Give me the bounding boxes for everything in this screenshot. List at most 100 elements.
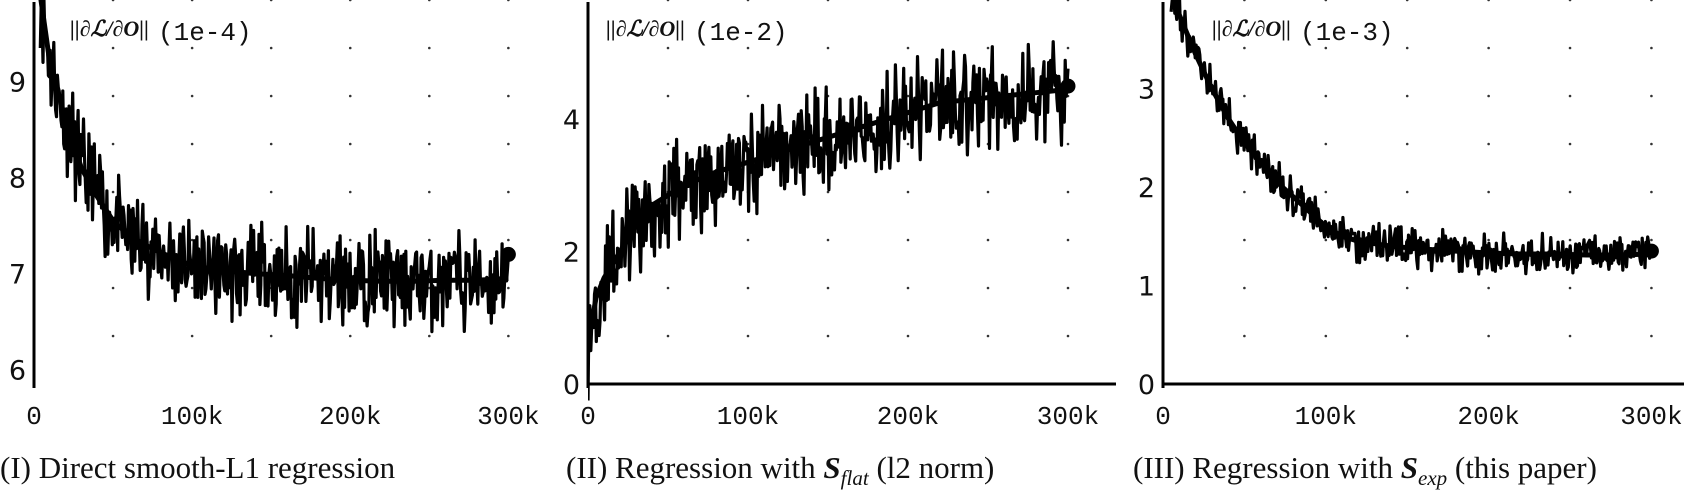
panel-1-noisy-curve (38, 0, 510, 334)
grid-dot (269, 0, 273, 2)
panel-1-ytick-label: 6 (9, 356, 26, 387)
grid-dot (348, 238, 352, 242)
grid-dot (906, 142, 910, 146)
grid-dot (1568, 334, 1572, 338)
grid-dot (1405, 286, 1409, 290)
grid-dot (1405, 94, 1409, 98)
grid-dot (1324, 334, 1328, 338)
panel-2-caption-subscript: flat (841, 466, 870, 490)
panel-3-caption-post: (this paper) (1447, 450, 1597, 485)
grid-dot (666, 334, 670, 338)
grid-dot (666, 94, 670, 98)
grid-dot (190, 46, 194, 50)
panel-3-caption-pre: (III) Regression with (1133, 450, 1401, 485)
panel-2-trend-line (588, 86, 1069, 345)
grid-dot (1066, 238, 1070, 242)
panel-3-ytick-label: 2 (1138, 173, 1155, 204)
grid-dot (1324, 286, 1328, 290)
grid-dot (1405, 190, 1409, 194)
grid-dot (348, 94, 352, 98)
panel-3: 0 1 2 3 0 100k 200k 300k ||∂ℒ/∂O|| (1e-3) (III… (1133, 0, 1683, 490)
grid-dot (507, 46, 510, 50)
panel-3-xtick-label: 300k (1620, 402, 1682, 432)
grid-dot (348, 334, 352, 338)
grid-dot (1650, 334, 1653, 338)
panel-2-caption-post: (l2 norm) (869, 450, 995, 485)
grid-dot (1066, 334, 1070, 338)
grid-dot (986, 190, 990, 194)
grid-dot (1243, 334, 1246, 338)
grid-dot (190, 286, 194, 290)
panel-3-caption-symbol: S (1401, 450, 1418, 485)
grid-dot (1568, 190, 1572, 194)
grid-dot (906, 286, 910, 290)
grid-dot (826, 286, 830, 290)
grid-dot (1243, 286, 1246, 290)
grid-dot (1650, 238, 1653, 242)
grid-dot (1487, 286, 1490, 290)
grid-dot (1405, 142, 1409, 146)
panel-3-grid (1243, 0, 1653, 338)
panel-3-caption: (III) Regression with Sexp (this paper) (1133, 450, 1597, 490)
grid-dot (269, 142, 273, 146)
grid-dot (906, 190, 910, 194)
grid-dot (428, 94, 431, 98)
grid-dot (1243, 190, 1246, 194)
grid-dot (1405, 334, 1409, 338)
grid-dot (986, 46, 990, 50)
grid-dot (269, 46, 273, 50)
grid-dot (1650, 286, 1653, 290)
panel-2: 0 2 4 0 100k 200k 300k ||∂ℒ/∂O|| (1e-2) (II) … (563, 0, 1099, 490)
panel-2-end-marker (1060, 78, 1076, 94)
grid-dot (986, 286, 990, 290)
grid-dot (348, 142, 352, 146)
grid-dot (190, 94, 194, 98)
grid-dot (1568, 0, 1572, 2)
grid-dot (1066, 142, 1070, 146)
grid-dot (826, 46, 830, 50)
panel-3-xtick-label: 100k (1295, 402, 1357, 432)
grid-dot (906, 238, 910, 242)
grid-dot (986, 0, 990, 2)
panel-2-ylabel-symbol: ||∂ℒ/∂O|| (606, 16, 685, 41)
grid-dot (1324, 142, 1328, 146)
panel-1-caption: (I) Direct smooth-L1 regression (0, 450, 396, 485)
grid-dot (1568, 238, 1572, 242)
grid-dot (1324, 190, 1328, 194)
panel-1-end-marker (500, 246, 516, 262)
grid-dot (666, 142, 670, 146)
grid-dot (111, 334, 115, 338)
grid-dot (986, 238, 990, 242)
grid-dot (507, 190, 510, 194)
panel-3-trend-line (1171, 0, 1652, 258)
grid-dot (507, 286, 510, 290)
grid-dot (1066, 0, 1070, 2)
grid-dot (1243, 94, 1246, 98)
grid-dot (666, 286, 670, 290)
panel-2-xtick-label: 100k (717, 402, 779, 432)
grid-dot (507, 238, 510, 242)
panel-2-yticks: 0 2 4 (563, 105, 580, 401)
grid-dot (746, 334, 750, 338)
grid-dot (1324, 94, 1328, 98)
grid-dot (507, 142, 510, 146)
panel-2-xtick-label: 300k (1037, 402, 1099, 432)
grid-dot (507, 0, 510, 2)
panel-3-end-marker (1643, 243, 1659, 259)
grid-dot (507, 334, 510, 338)
grid-dot (1650, 46, 1653, 50)
grid-dot (746, 46, 750, 50)
grid-dot (348, 0, 352, 2)
panel-3-xtick-label: 200k (1457, 402, 1519, 432)
grid-dot (1405, 0, 1409, 2)
grid-dot (826, 238, 830, 242)
grid-dot (1066, 286, 1070, 290)
panel-1-xticks: 0 100k 200k 300k (26, 402, 539, 432)
grid-dot (826, 334, 830, 338)
grid-dot (269, 190, 273, 194)
panel-1-xtick-label: 200k (319, 402, 381, 432)
grid-dot (1650, 142, 1653, 146)
panel-2-ytick-label: 2 (563, 238, 580, 269)
grid-dot (507, 94, 510, 98)
